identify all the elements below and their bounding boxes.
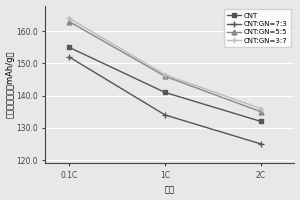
CNT:GN=3:7 bbox=[163, 74, 167, 76]
Line: CNT: CNT bbox=[67, 45, 263, 124]
CNT:GN=5:5 bbox=[68, 20, 71, 23]
CNT bbox=[68, 46, 71, 49]
CNT:GN=5:5 bbox=[163, 75, 167, 78]
CNT bbox=[163, 91, 167, 94]
CNT:GN=3:7 bbox=[68, 17, 71, 20]
Legend: CNT, CNT:GN=7:3, CNT:GN=5:5, CNT:GN=3:7: CNT, CNT:GN=7:3, CNT:GN=5:5, CNT:GN=3:7 bbox=[224, 9, 291, 47]
CNT:GN=7:3 bbox=[259, 143, 263, 145]
Y-axis label: 首次放电容量（mAh/g）: 首次放电容量（mAh/g） bbox=[6, 51, 15, 118]
CNT:GN=7:3 bbox=[68, 56, 71, 58]
CNT bbox=[259, 120, 263, 123]
CNT:GN=3:7 bbox=[259, 107, 263, 110]
Line: CNT:GN=7:3: CNT:GN=7:3 bbox=[66, 54, 264, 147]
Line: CNT:GN=5:5: CNT:GN=5:5 bbox=[67, 19, 263, 114]
CNT:GN=5:5 bbox=[259, 111, 263, 113]
X-axis label: 倍率: 倍率 bbox=[165, 185, 175, 194]
CNT:GN=7:3 bbox=[163, 114, 167, 116]
Line: CNT:GN=3:7: CNT:GN=3:7 bbox=[66, 15, 264, 112]
